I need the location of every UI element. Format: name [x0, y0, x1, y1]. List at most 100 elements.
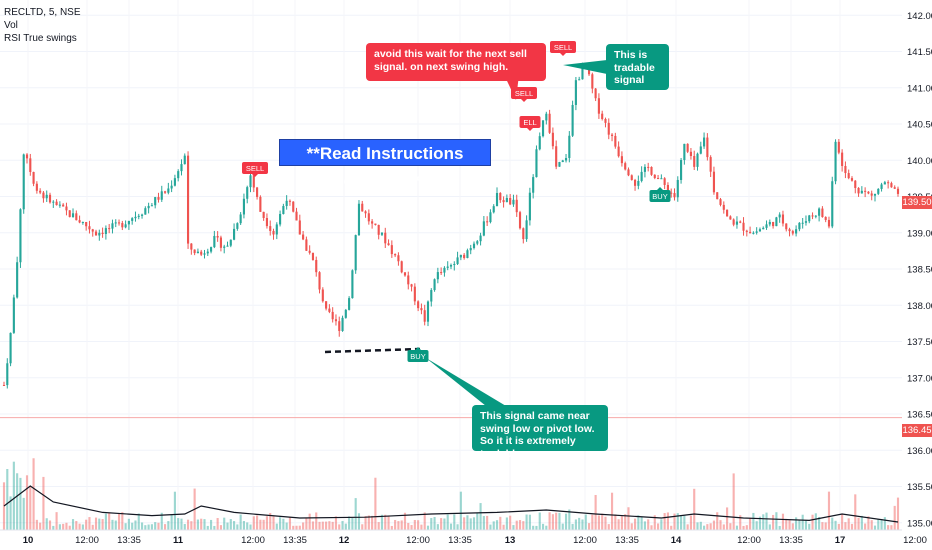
volume-bar: [374, 477, 377, 530]
y-tick-label: 140.50: [907, 120, 932, 131]
volume-bar: [121, 512, 124, 530]
time-axis[interactable]: 10 12:00 13:35 11 12:00 13:35 12 12:00 13:35 13 12…: [0, 529, 927, 546]
volume-bar: [716, 512, 719, 530]
volume-bar: [785, 518, 788, 530]
candle-body: [121, 223, 124, 228]
volume-bar: [466, 515, 469, 530]
candle-body: [183, 155, 186, 165]
candle-body: [423, 310, 426, 322]
signal-label: BUY: [652, 192, 667, 201]
buy-note-callout[interactable]: This signal came near swing low or pivot…: [472, 405, 608, 460]
symbol-label[interactable]: RECLTD, 5, NSE: [4, 7, 81, 18]
candle-body: [111, 223, 114, 229]
candle-body: [561, 160, 564, 163]
rsi-indicator-label[interactable]: RSI True swings: [4, 33, 77, 44]
price-axis[interactable]: 142.00 141.50 141.00 140.50 140.00 139.50 139.…: [902, 0, 932, 550]
signal-pointer: [560, 53, 566, 56]
x-tick-label: 14: [671, 535, 682, 546]
volume-bar: [607, 524, 610, 530]
candle-body: [186, 155, 190, 244]
candle-body: [653, 174, 656, 178]
volume-bar: [676, 513, 679, 530]
candle-body: [85, 222, 88, 227]
candle-body: [683, 143, 686, 161]
volume-bar: [137, 513, 140, 530]
volume-bar: [236, 524, 239, 530]
volume-bar: [387, 515, 390, 530]
candle-body: [94, 231, 98, 236]
candle-body: [804, 221, 808, 223]
candle-body: [824, 217, 827, 220]
candle-body: [236, 223, 239, 229]
volume-bar: [186, 519, 190, 530]
y-tick-label: 141.50: [907, 47, 932, 58]
candle-body: [601, 113, 604, 119]
candle-body: [226, 245, 229, 247]
candle-body: [117, 222, 121, 224]
candle-body: [58, 204, 61, 206]
volume-bar: [48, 520, 52, 530]
candle-body: [440, 272, 443, 274]
volume-bar: [167, 521, 170, 530]
candle-body: [887, 182, 890, 184]
candle-body: [502, 200, 505, 203]
volume-bar: [837, 523, 840, 530]
volume-bar: [772, 514, 775, 530]
candle-body: [785, 223, 788, 230]
volume-bar: [9, 496, 12, 530]
volume-bar: [561, 523, 564, 530]
candle-body: [781, 214, 785, 224]
volume-bar: [532, 525, 535, 530]
x-tick-label: 13:35: [117, 535, 141, 546]
volume-bar: [344, 523, 347, 530]
candle-body: [555, 146, 558, 167]
volume-average-path: [3, 485, 899, 523]
candle-body: [663, 178, 666, 185]
swing-low-dashed-line[interactable]: [324, 347, 421, 354]
candle-body: [233, 228, 236, 240]
candle-body: [640, 171, 643, 181]
candle-body: [163, 191, 167, 193]
sell-signal-marker: ELL: [519, 116, 541, 131]
volume-indicator-label[interactable]: Vol: [4, 20, 18, 31]
candle-body: [48, 194, 52, 203]
volume-bar: [463, 517, 466, 530]
candle-body: [6, 363, 9, 386]
volume-bar: [791, 523, 794, 530]
volume-bar: [818, 516, 821, 530]
volume-bar: [423, 512, 426, 530]
volume-bar: [686, 524, 689, 530]
candle-body: [726, 209, 729, 217]
sell-warning-callout[interactable]: avoid this wait for the next sell signal…: [366, 43, 546, 81]
volume-bar: [275, 523, 278, 530]
candle-body: [656, 177, 660, 179]
volume-bar: [683, 515, 686, 530]
volume-bar: [545, 525, 548, 530]
volume-bar: [768, 524, 771, 530]
volume-bar: [433, 517, 436, 530]
volume-bar: [377, 522, 380, 530]
candle-body: [288, 200, 292, 202]
candle-body: [847, 173, 850, 179]
volume-bar: [45, 518, 48, 530]
swing-low-dashed-segment[interactable]: [324, 347, 421, 354]
y-tick-label: 138.50: [907, 265, 932, 276]
x-tick-label: 12:00: [406, 535, 430, 546]
volume-bar: [397, 521, 400, 530]
instructions-banner[interactable]: **Read Instructions carefully**: [279, 139, 491, 190]
volume-bar: [390, 525, 393, 530]
candle-body: [854, 180, 857, 188]
volume-bar: [666, 512, 669, 530]
volume-bar: [55, 512, 58, 530]
volume-bar: [400, 520, 403, 530]
volume-bar: [719, 520, 722, 530]
volume-bar: [643, 521, 646, 530]
candle-body: [469, 248, 472, 251]
tradable-callout[interactable]: This is tradable signal: [606, 44, 669, 90]
candle-body: [114, 222, 117, 224]
candle-body: [699, 146, 702, 154]
candle-body: [864, 190, 867, 192]
volume-bar: [196, 519, 199, 530]
candle-body: [344, 309, 347, 318]
